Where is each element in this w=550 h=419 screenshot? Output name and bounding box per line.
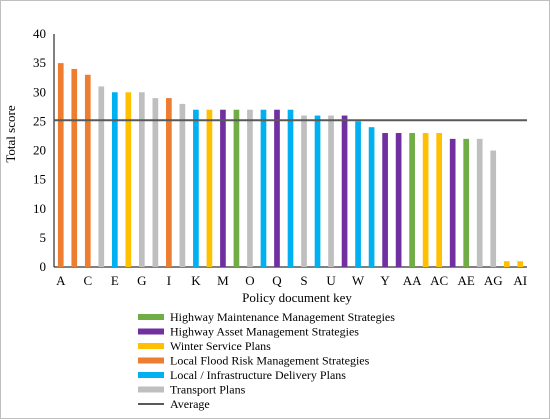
- bar-S: [301, 115, 307, 267]
- y-tick-label: 10: [33, 201, 46, 216]
- bar-AA: [409, 133, 415, 267]
- bar-AF: [476, 138, 483, 267]
- bar-B: [71, 68, 78, 267]
- y-tick-label: 0: [40, 259, 47, 274]
- legend-swatch-maintenance: [138, 314, 164, 320]
- bar-F: [125, 92, 132, 267]
- bar-N: [233, 109, 240, 267]
- legend-label-maintenance: Highway Maintenance Management Strategie…: [170, 310, 395, 324]
- legend-label-flood: Local Flood Risk Management Strategies: [170, 354, 370, 368]
- legend-swatch-winter: [138, 343, 164, 349]
- bar-U: [328, 115, 334, 267]
- x-tick-label: K: [191, 273, 201, 288]
- y-tick-labels: 0 5 10 15 20 25 30 35 40: [33, 26, 46, 274]
- bar-W: [355, 121, 361, 268]
- bar-J: [179, 103, 186, 268]
- x-tick-label: E: [111, 273, 119, 288]
- bar-G: [139, 92, 145, 267]
- y-tick-label: 15: [33, 172, 46, 187]
- legend-swatch-local: [138, 372, 164, 378]
- x-tick-label: C: [83, 273, 92, 288]
- bar-AH: [503, 261, 510, 267]
- x-tick-labels: A C E G I K M O Q S U W Y AA AC AE AG AI: [56, 273, 527, 288]
- legend-swatch-transport: [138, 386, 164, 393]
- bar-E: [111, 92, 118, 267]
- bar-AI: [517, 261, 524, 267]
- x-tick-label: AI: [513, 273, 527, 288]
- y-axis-title: Total score: [3, 105, 18, 162]
- bar-X: [368, 127, 375, 267]
- y-tick-label: 40: [33, 26, 46, 41]
- legend-label-average: Average: [170, 397, 210, 411]
- bar-AB: [422, 133, 429, 267]
- x-tick-label: S: [300, 273, 307, 288]
- x-axis-title: Policy document key: [242, 290, 352, 305]
- x-tick-label: A: [56, 273, 66, 288]
- legend-label-asset: Highway Asset Management Strategies: [170, 325, 359, 339]
- bar-M: [220, 109, 226, 267]
- x-tick-label: Y: [380, 273, 390, 288]
- legend-swatch-flood: [138, 357, 164, 364]
- legend-label-transport: Transport Plans: [170, 383, 246, 397]
- legend: Highway Maintenance Management Strategie…: [138, 310, 395, 411]
- legend-swatch-asset: [138, 328, 164, 335]
- x-tick-label: AG: [484, 273, 503, 288]
- bar-I: [166, 98, 172, 267]
- bar-K: [193, 109, 199, 267]
- x-tick-label: AA: [403, 273, 422, 288]
- bar-A: [57, 63, 64, 268]
- x-tick-label: G: [137, 273, 146, 288]
- y-tick-label: 30: [33, 84, 46, 99]
- x-tick-label: M: [217, 273, 229, 288]
- x-tick-label: Q: [272, 273, 282, 288]
- bar-C: [84, 74, 91, 267]
- bar-Y: [382, 133, 388, 267]
- y-tick-label: 25: [33, 113, 46, 128]
- x-tick-label: AE: [458, 273, 475, 288]
- bar-V: [341, 115, 348, 267]
- legend-label-local: Local / Infrastructure Delivery Plans: [170, 368, 346, 382]
- bar-Q: [274, 109, 280, 267]
- legend-label-winter: Winter Service Plans: [170, 339, 271, 353]
- bars: [57, 63, 524, 268]
- bar-AE: [463, 138, 470, 267]
- bar-T: [314, 115, 321, 267]
- bar-D: [98, 86, 105, 267]
- y-tick-label: 5: [40, 230, 47, 245]
- y-tick-label: 35: [33, 55, 46, 70]
- x-tick-label: I: [167, 273, 171, 288]
- bar-Z: [395, 133, 402, 267]
- bar-L: [206, 109, 213, 267]
- bar-H: [152, 98, 159, 267]
- bar-AG: [490, 150, 497, 267]
- y-tick-label: 20: [33, 143, 46, 158]
- x-tick-label: U: [326, 273, 336, 288]
- x-tick-label: W: [352, 273, 365, 288]
- x-tick-label: AC: [430, 273, 448, 288]
- bar-O: [247, 109, 253, 267]
- bar-AC: [436, 133, 442, 267]
- bar-P: [260, 109, 267, 267]
- x-tick-label: O: [245, 273, 254, 288]
- bar-R: [287, 109, 294, 267]
- bar-AD: [449, 138, 456, 267]
